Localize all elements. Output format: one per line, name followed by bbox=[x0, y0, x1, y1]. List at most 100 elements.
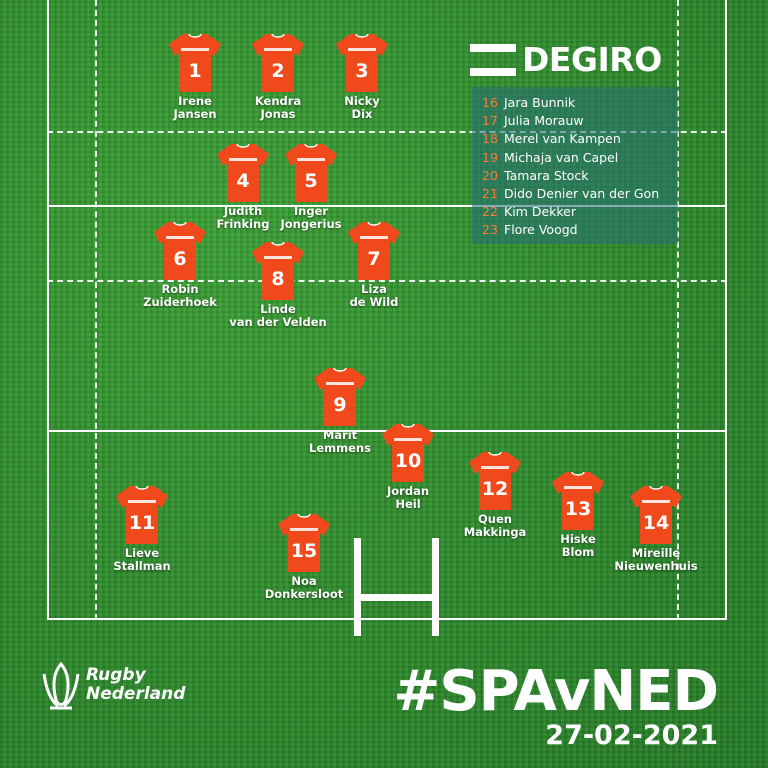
jersey-number: 5 bbox=[304, 170, 317, 192]
jersey-icon: 10 bbox=[382, 423, 434, 482]
bench-list: 16 Jara Bunnik 17 Julia Morauw 18 Merel van K… bbox=[472, 87, 678, 244]
dashed-line-10m-b bbox=[47, 280, 727, 282]
bench-row: 18 Merel van Kampen bbox=[482, 131, 678, 149]
player-last-name: Makkinga bbox=[463, 525, 527, 539]
player-first-name: Liza bbox=[361, 282, 387, 296]
jersey-number: 13 bbox=[565, 498, 591, 520]
player-name: Robin Zuiderhoek bbox=[120, 283, 240, 309]
bench-number: 18 bbox=[482, 131, 498, 147]
player-11: 11 Lieve Stallman bbox=[82, 484, 202, 573]
bench-name: Jara Bunnik bbox=[504, 95, 576, 110]
jersey-number: 2 bbox=[271, 60, 284, 82]
player-last-name: Zuiderhoek bbox=[143, 295, 217, 309]
jersey-icon: 13 bbox=[552, 471, 604, 530]
jersey-icon: 11 bbox=[116, 485, 168, 544]
player-last-name: de Wild bbox=[349, 295, 399, 309]
player-last-name: Blom bbox=[561, 545, 595, 559]
sponsor-mark-icon bbox=[470, 44, 516, 76]
player-last-name: Donkersloot bbox=[264, 587, 344, 601]
bench-number: 16 bbox=[482, 95, 498, 110]
player-13: 13 Hiske Blom bbox=[518, 470, 638, 559]
jersey-icon: 1 bbox=[169, 33, 221, 92]
player-last-name: Jongerius bbox=[280, 217, 342, 231]
jersey-number: 9 bbox=[333, 394, 346, 416]
player-name: Quen Makkinga bbox=[435, 513, 555, 539]
player-last-name: Nieuwenhuis bbox=[614, 559, 698, 573]
player-name: Liza de Wild bbox=[314, 283, 434, 309]
bench-name: Kim Dekker bbox=[504, 204, 576, 220]
bench-row: 19 Michaja van Capel bbox=[482, 150, 678, 168]
bench-number: 23 bbox=[482, 222, 498, 238]
player-first-name: Inger bbox=[293, 204, 329, 218]
player-first-name: Mireille bbox=[631, 546, 681, 560]
player-name: Lieve Stallman bbox=[82, 547, 202, 573]
bench-name: Julia Morauw bbox=[504, 113, 584, 129]
bench-number: 21 bbox=[482, 185, 498, 201]
player-first-name: Noa bbox=[291, 574, 317, 588]
bench-row: 17 Julia Morauw bbox=[482, 113, 678, 131]
player-15: 15 Noa Donkersloot bbox=[244, 512, 364, 601]
player-last-name: Frinking bbox=[216, 217, 270, 231]
player-first-name: Quen bbox=[478, 512, 512, 526]
player-first-name: Robin bbox=[161, 282, 199, 296]
jersey-number: 3 bbox=[355, 60, 368, 82]
player-first-name: Judith bbox=[223, 204, 263, 218]
player-last-name: Lemmens bbox=[309, 441, 371, 455]
jersey-icon: 12 bbox=[469, 451, 521, 510]
bench-number: 17 bbox=[482, 113, 498, 129]
bench-name: Michaja van Capel bbox=[504, 149, 619, 165]
player-first-name: Lieve bbox=[124, 546, 160, 560]
touchline-right bbox=[725, 0, 727, 620]
player-name: Inger Jongerius bbox=[251, 205, 371, 231]
jersey-icon: 14 bbox=[630, 485, 682, 544]
player-5: 5 Inger Jongerius bbox=[251, 142, 371, 231]
dashed-vertical-right bbox=[677, 0, 679, 620]
player-name: Jordan Heil bbox=[348, 485, 468, 511]
player-first-name: Hiske bbox=[560, 532, 596, 546]
try-line bbox=[47, 618, 727, 620]
touchline-left bbox=[47, 0, 49, 620]
jersey-number: 6 bbox=[173, 248, 186, 270]
bench-number: 19 bbox=[482, 149, 498, 165]
logo-line-1: Rugby bbox=[86, 665, 146, 685]
rugby-nederland-logo: Rugby Nederland bbox=[40, 660, 185, 710]
bench-name: Merel van Kampen bbox=[504, 131, 621, 147]
jersey-icon: 9 bbox=[314, 367, 366, 426]
player-4: 4 Judith Frinking bbox=[183, 142, 303, 231]
player-first-name: Irene bbox=[178, 94, 212, 108]
player-7: 7 Liza de Wild bbox=[314, 220, 434, 309]
player-first-name: Jordan bbox=[386, 484, 430, 498]
match-date: 27-02-2021 bbox=[545, 720, 718, 751]
jersey-number: 7 bbox=[367, 248, 380, 270]
bench-name: Flore Voogd bbox=[504, 222, 578, 238]
player-last-name: Stallman bbox=[113, 559, 171, 573]
line-40 bbox=[47, 205, 727, 207]
jersey-number: 14 bbox=[643, 512, 669, 534]
jersey-icon: 5 bbox=[285, 143, 337, 202]
bench-name: Dido Denier van der Gon bbox=[504, 185, 660, 201]
bench-number: 20 bbox=[482, 167, 498, 183]
player-name: Noa Donkersloot bbox=[244, 575, 364, 601]
jersey-icon: 4 bbox=[217, 143, 269, 202]
dashed-line-10m bbox=[47, 131, 727, 133]
player-last-name: Heil bbox=[395, 497, 421, 511]
bench-row: 23 Flore Voogd bbox=[482, 222, 678, 240]
player-first-name: Kendra bbox=[254, 94, 302, 108]
player-2: 2 Kendra Jonas bbox=[218, 32, 338, 121]
player-name: Irene Jansen bbox=[135, 95, 255, 121]
bench-row: 22 Kim Dekker bbox=[482, 204, 678, 222]
player-name: Linde van der Velden bbox=[218, 303, 338, 329]
match-hashtag: #SPAvNED bbox=[393, 659, 719, 724]
player-10: 10 Jordan Heil bbox=[348, 422, 468, 511]
player-first-name: Linde bbox=[260, 302, 296, 316]
player-6: 6 Robin Zuiderhoek bbox=[120, 220, 240, 309]
jersey-icon: 6 bbox=[154, 221, 206, 280]
jersey-number: 1 bbox=[188, 60, 201, 82]
jersey-number: 12 bbox=[482, 478, 508, 500]
jersey-icon: 15 bbox=[278, 513, 330, 572]
player-name: Hiske Blom bbox=[518, 533, 638, 559]
player-last-name: Dix bbox=[351, 107, 373, 121]
player-8: 8 Linde van der Velden bbox=[218, 240, 338, 329]
player-name: Marit Lemmens bbox=[280, 429, 400, 455]
